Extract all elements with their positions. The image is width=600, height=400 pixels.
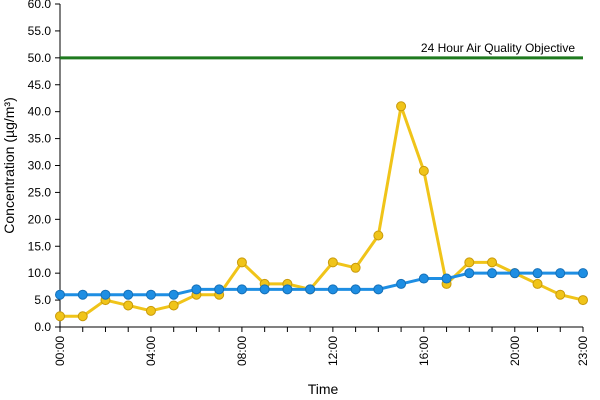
x-tick-label: 20:00	[508, 336, 522, 366]
data-point	[532, 278, 543, 289]
x-axis-title: Time	[308, 381, 339, 397]
data-point	[396, 101, 407, 112]
data-point	[373, 230, 384, 241]
data-point	[77, 289, 88, 300]
series-2	[55, 268, 588, 300]
x-axis: 00:00 04:00 08:00 12:00 16:00 20:00 23:00	[53, 326, 590, 366]
x-tick-label: 12:00	[326, 336, 340, 366]
x-tick-label: 23:00	[576, 336, 590, 366]
data-point	[123, 300, 134, 311]
objective-label: 24 Hour Air Quality Objective	[421, 41, 575, 55]
data-point	[578, 268, 588, 279]
y-tick-label: 60.0	[28, 0, 52, 11]
data-point	[327, 257, 338, 268]
y-tick-label: 15.0	[28, 239, 52, 253]
data-point	[236, 284, 247, 295]
data-point	[578, 295, 588, 306]
x-tick-label: 16:00	[417, 336, 431, 366]
data-point	[191, 284, 202, 295]
data-point	[464, 257, 475, 268]
y-axis: 0.0 5.0 10.0 15.0 20.0 25.0 30.0 35.0 40.0 45.0 50…	[28, 0, 61, 334]
data-point	[350, 262, 361, 273]
x-tick-label: 08:00	[235, 336, 249, 366]
data-point	[418, 165, 429, 176]
data-point	[168, 289, 179, 300]
y-tick-label: 45.0	[28, 78, 52, 92]
series-line	[60, 104, 584, 318]
data-point	[282, 284, 293, 295]
data-point	[509, 268, 520, 279]
y-tick-label: 40.0	[28, 105, 52, 119]
data-point	[77, 311, 88, 322]
data-point	[123, 289, 134, 300]
y-tick-label: 50.0	[28, 51, 52, 65]
data-point	[396, 278, 407, 289]
y-tick-label: 25.0	[28, 185, 52, 199]
y-tick-label: 5.0	[34, 293, 51, 307]
y-axis-title: Concentration (µg/m³)	[1, 97, 17, 233]
data-point	[100, 289, 111, 300]
y-tick-label: 30.0	[28, 159, 52, 173]
x-tick-label: 04:00	[144, 336, 158, 366]
y-tick-label: 35.0	[28, 132, 52, 146]
data-point	[555, 268, 566, 279]
data-point	[373, 284, 384, 295]
data-point	[532, 268, 543, 279]
data-point	[487, 257, 498, 268]
data-point	[555, 289, 566, 300]
data-point	[327, 284, 338, 295]
data-point	[214, 284, 225, 295]
air-quality-objective: 24 Hour Air Quality Objective	[60, 41, 583, 60]
data-point	[418, 273, 429, 284]
data-point	[145, 289, 156, 300]
data-point	[55, 311, 65, 322]
data-point	[236, 257, 247, 268]
y-tick-label: 20.0	[28, 212, 52, 226]
data-point	[259, 284, 270, 295]
data-point	[168, 300, 179, 311]
data-point	[55, 289, 65, 300]
data-point	[145, 305, 156, 316]
y-tick-label: 55.0	[28, 24, 52, 38]
series-layer	[55, 101, 588, 322]
data-point	[441, 273, 452, 284]
x-tick-label: 00:00	[53, 336, 67, 366]
data-point	[305, 284, 316, 295]
y-tick-label: 10.0	[28, 266, 52, 280]
data-point	[487, 268, 498, 279]
data-point	[350, 284, 361, 295]
y-tick-label: 0.0	[34, 320, 51, 334]
data-point	[464, 268, 475, 279]
